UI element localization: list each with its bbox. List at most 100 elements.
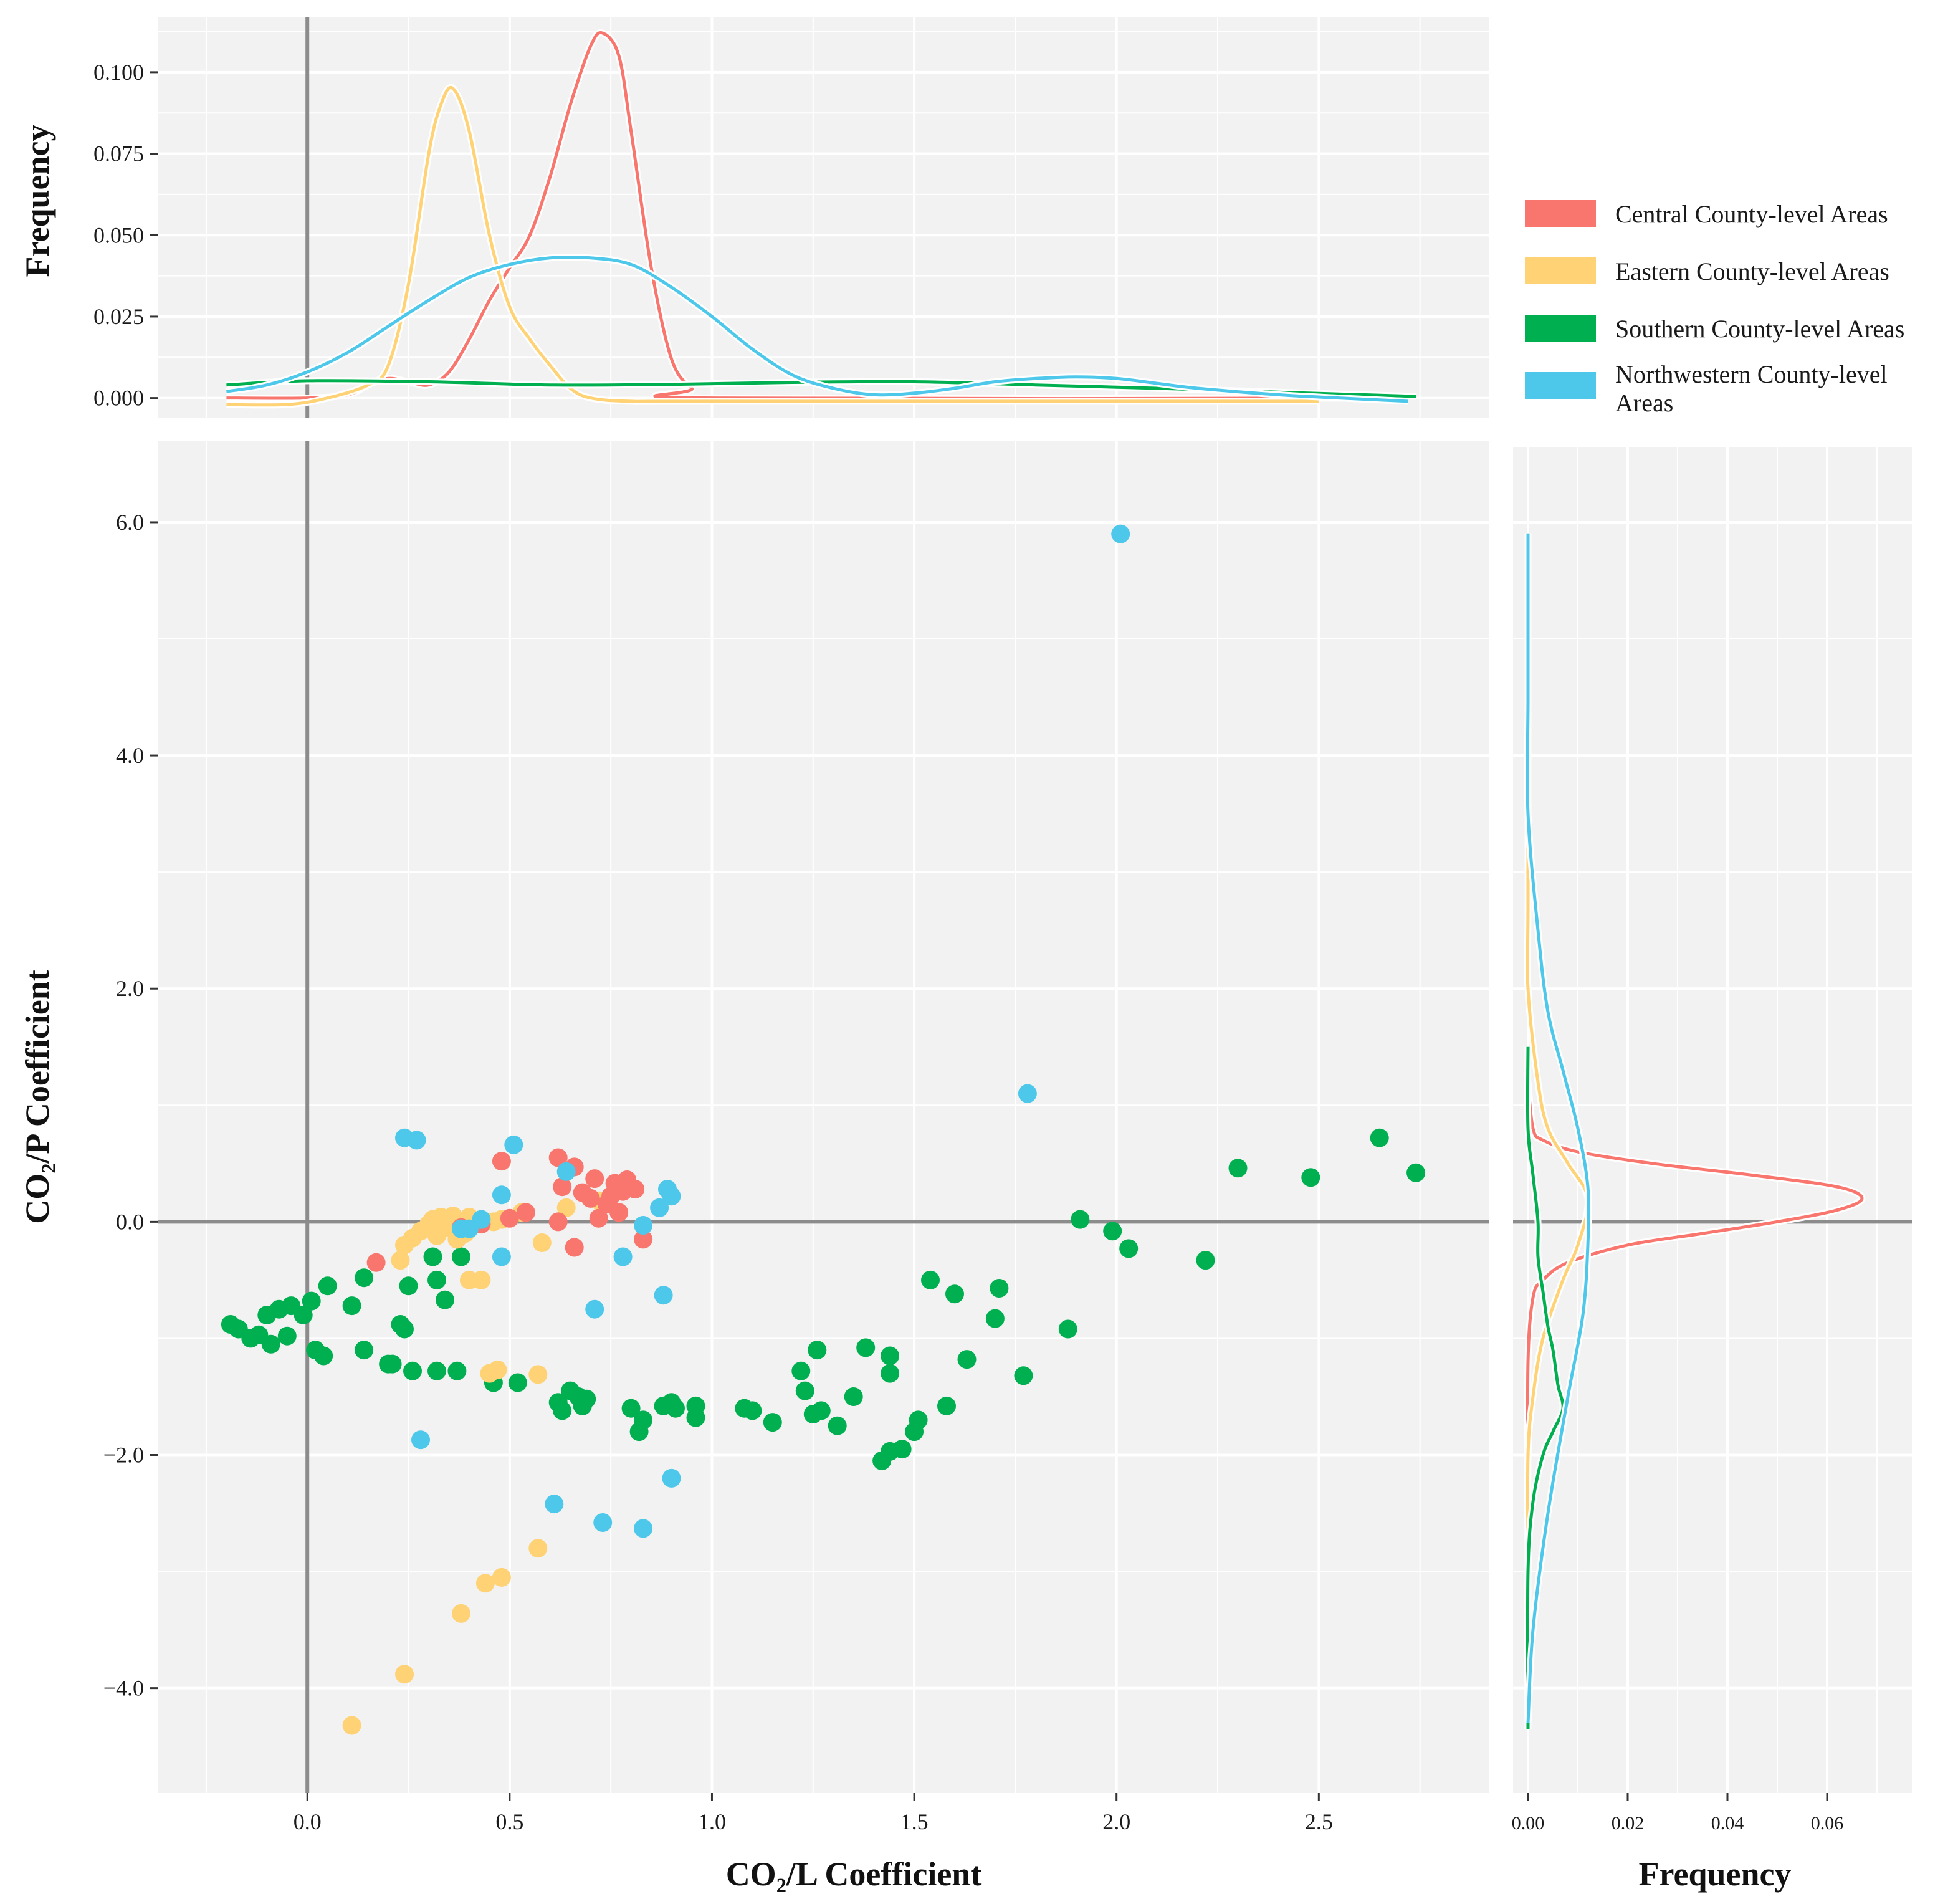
point-southern: [945, 1284, 964, 1304]
point-northwestern: [634, 1216, 653, 1235]
point-southern: [990, 1279, 1009, 1298]
point-southern: [577, 1389, 596, 1409]
point-central: [573, 1183, 592, 1202]
point-southern: [553, 1401, 572, 1420]
point-southern: [621, 1399, 641, 1418]
point-southern: [294, 1306, 313, 1324]
point-southern: [1196, 1251, 1215, 1270]
point-southern: [686, 1408, 705, 1427]
point-northwestern: [1018, 1084, 1037, 1103]
right-x-tick-label: 0.02: [1612, 1813, 1645, 1834]
point-northwestern: [407, 1131, 426, 1150]
point-southern: [791, 1361, 811, 1380]
point-southern: [261, 1334, 280, 1354]
y-tick-label: 4.0: [116, 743, 144, 768]
top-y-axis-title: Frequency: [19, 125, 56, 277]
legend-key-eastern: [1525, 257, 1596, 284]
point-central: [609, 1203, 629, 1222]
point-southern: [318, 1276, 337, 1296]
point-central: [548, 1212, 568, 1232]
point-southern: [427, 1361, 446, 1380]
point-northwestern: [585, 1299, 604, 1319]
top-density-curves: [226, 29, 1416, 409]
legend-label-northwestern-line1: Northwestern County-level: [1615, 360, 1888, 388]
point-central: [589, 1208, 608, 1228]
main-scatter-grid: [158, 441, 1489, 1793]
legend-label-eastern: Eastern County-level Areas: [1615, 257, 1889, 285]
point-southern: [447, 1361, 467, 1380]
point-northwestern: [613, 1247, 633, 1266]
point-southern: [856, 1338, 876, 1357]
point-northwestern: [545, 1495, 564, 1514]
point-eastern: [556, 1198, 576, 1217]
point-northwestern: [593, 1513, 613, 1532]
right-x-tick-label: 0.04: [1711, 1813, 1744, 1834]
top-y-tick-label: 0.050: [93, 222, 144, 247]
point-southern: [423, 1247, 442, 1266]
point-southern: [844, 1387, 863, 1406]
point-eastern: [528, 1365, 548, 1384]
x-tick-label: 0.5: [495, 1809, 523, 1834]
point-southern: [666, 1399, 685, 1418]
y-axis-title: CO₂/P Coefficient: [19, 970, 56, 1224]
top-y-tick-label: 0.075: [93, 141, 144, 166]
point-eastern: [395, 1665, 414, 1684]
top-y-tick-label: 0.025: [93, 304, 144, 329]
top-density-line-northwestern: [226, 256, 1408, 403]
right-density-line-northwestern: [1526, 533, 1591, 1723]
point-eastern: [451, 1604, 470, 1623]
point-southern: [1228, 1159, 1248, 1178]
point-southern: [743, 1401, 762, 1420]
point-southern: [355, 1268, 374, 1288]
point-central: [634, 1230, 653, 1249]
right-x-tick-label: 0.00: [1512, 1813, 1545, 1834]
point-southern: [811, 1401, 831, 1420]
point-eastern: [391, 1251, 410, 1270]
right-density-curves: [1524, 533, 1866, 1729]
point-central: [500, 1208, 519, 1228]
right-x-tick-label: 0.06: [1811, 1813, 1844, 1834]
y-tick-label: −2.0: [103, 1443, 144, 1468]
point-northwestern: [492, 1185, 511, 1205]
top-y-tick-label: 0.100: [93, 60, 144, 85]
x-tick-label: 2.5: [1305, 1809, 1333, 1834]
y-tick-label: 2.0: [116, 976, 144, 1001]
point-central: [553, 1177, 572, 1197]
point-southern: [395, 1319, 414, 1339]
point-central: [366, 1253, 386, 1272]
point-southern: [355, 1341, 374, 1360]
point-northwestern: [662, 1187, 681, 1206]
point-northwestern: [411, 1430, 430, 1450]
point-southern: [302, 1291, 321, 1311]
x-tick-label: 1.0: [698, 1809, 726, 1834]
y-tick-label: 6.0: [116, 510, 144, 535]
x-tick-label: 0.0: [294, 1809, 322, 1834]
point-southern: [921, 1270, 940, 1289]
right-density-grid: [1513, 447, 1912, 1793]
point-southern: [427, 1270, 446, 1289]
point-northwestern: [492, 1247, 511, 1266]
legend-label-central: Central County-level Areas: [1615, 200, 1888, 228]
point-southern: [1406, 1163, 1426, 1182]
point-southern: [1014, 1366, 1033, 1385]
point-eastern: [427, 1226, 446, 1245]
right-x-axis-title: Frequency: [1639, 1855, 1792, 1893]
point-southern: [937, 1396, 956, 1415]
point-central: [492, 1152, 511, 1171]
scatter-points: [221, 524, 1426, 1735]
point-southern: [985, 1309, 1005, 1328]
point-eastern: [488, 1360, 507, 1379]
point-northwestern: [556, 1162, 576, 1181]
point-southern: [881, 1346, 900, 1366]
point-northwestern: [650, 1198, 669, 1217]
point-central: [548, 1148, 568, 1167]
point-southern: [1103, 1222, 1122, 1241]
point-southern: [277, 1326, 297, 1346]
point-southern: [1370, 1128, 1389, 1147]
point-eastern: [342, 1716, 361, 1735]
point-northwestern: [662, 1468, 681, 1488]
point-southern: [1301, 1168, 1320, 1187]
point-southern: [508, 1373, 527, 1392]
point-northwestern: [472, 1210, 491, 1229]
point-northwestern: [504, 1135, 523, 1154]
